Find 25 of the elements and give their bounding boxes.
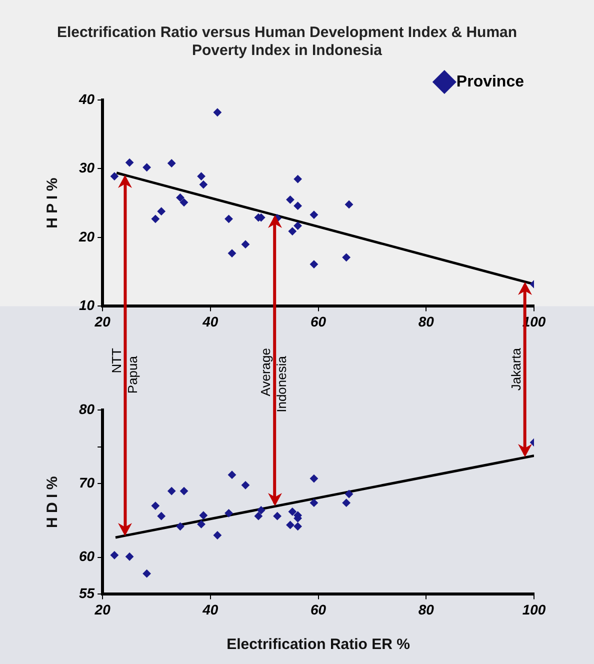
x-tick-label: 80 [418, 601, 434, 618]
legend-label: Province [456, 73, 524, 90]
x-tick-label: 100 [522, 601, 546, 618]
y-axis-title: H D I % [44, 476, 62, 528]
ref-line-label: Average Indonesia [258, 348, 290, 412]
y-tick-label: 70 [78, 474, 95, 491]
x-tick-label: 80 [418, 313, 434, 330]
x-tick-label: 40 [202, 601, 218, 618]
y-axis-title: H P I % [44, 178, 62, 228]
y-tick-label: 30 [78, 160, 95, 176]
x-tick-label: 20 [94, 601, 111, 618]
chart-title: Electrification Ratio versus Human Development Index & Human Poverty Index in Indonesia [56, 24, 518, 60]
y-tick-label: 20 [78, 228, 95, 244]
y-tick-label: 60 [78, 548, 95, 564]
ref-line-label: Jakarta [508, 347, 524, 391]
x-tick-label: 60 [310, 313, 326, 330]
x-tick-label: 40 [202, 313, 218, 330]
x-tick-label: 20 [94, 313, 111, 330]
x-tick-label: 60 [310, 601, 326, 618]
y-tick-label: 80 [78, 400, 95, 417]
y-tick-label: 40 [78, 90, 95, 107]
x-axis-title: Electrification Ratio ER % [226, 636, 410, 654]
y-tick-label: 10 [78, 297, 95, 314]
ref-line-label: NTT Papua [108, 348, 140, 394]
y-tick-label: 55 [78, 585, 95, 602]
